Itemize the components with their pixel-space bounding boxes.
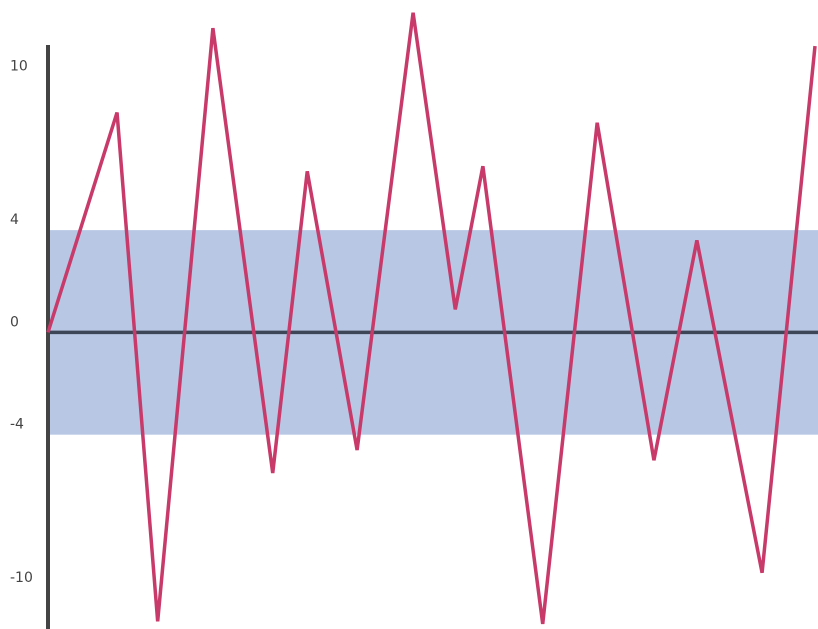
y-tick-label: -10 (10, 570, 33, 586)
y-tick-label: 0 (10, 314, 19, 330)
y-tick-label: 10 (10, 59, 28, 75)
y-tick-label: -4 (10, 417, 24, 433)
data-line (46, 12, 817, 625)
y-tick-label: 4 (10, 212, 19, 228)
